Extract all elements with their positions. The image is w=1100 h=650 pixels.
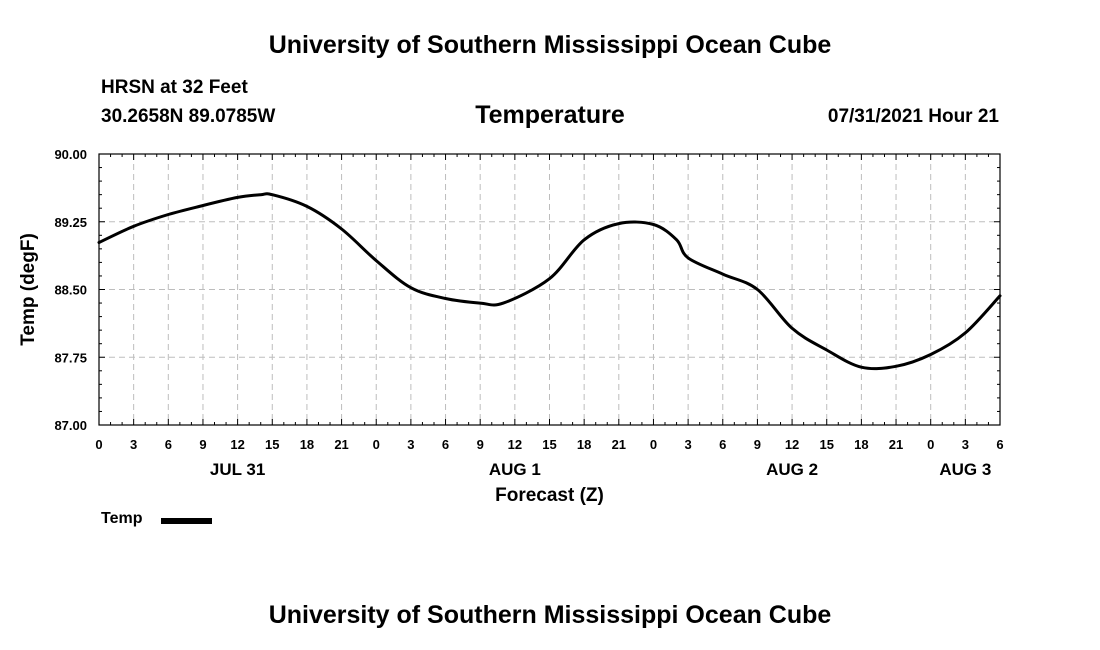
chart-title: Temperature: [475, 101, 625, 129]
series-line-temp: [97, 192, 1002, 371]
x-axis-title: Forecast (Z): [495, 485, 604, 506]
y-axis-title: Temp (degF): [18, 233, 39, 346]
x-tick-label: 15: [542, 437, 556, 452]
y-tick-label: 88.50: [54, 283, 87, 298]
x-tick-label: 0: [650, 437, 657, 452]
date-label: AUG 3: [939, 460, 991, 479]
date-label: AUG 1: [489, 460, 541, 479]
x-tick-label: 12: [508, 437, 522, 452]
y-tick-label: 90.00: [54, 147, 87, 162]
x-tick-label: 9: [199, 437, 206, 452]
header-title: University of Southern Mississippi Ocean…: [268, 31, 832, 59]
date-label: JUL 31: [210, 460, 265, 479]
x-tick-label: 3: [130, 437, 137, 452]
legend-label: Temp: [101, 510, 143, 527]
x-tick-label: 3: [407, 437, 414, 452]
x-tick-label: 18: [854, 437, 868, 452]
x-tick-label: 3: [684, 437, 691, 452]
datetime-label: 07/31/2021 Hour 21: [827, 106, 999, 127]
footer-title: University of Southern Mississippi Ocean…: [268, 601, 832, 629]
x-tick-label: 21: [612, 437, 626, 452]
series-lines: [97, 192, 1002, 371]
y-tick-label: 87.75: [54, 350, 87, 365]
x-tick-label: 15: [819, 437, 833, 452]
axis-labels: 0 3 6 9 12 15 18 21 0 3 6 9 12 15 18 21 0 3 6 9 12 15 18 21 0 3 6 8…: [18, 147, 1004, 506]
x-tick-label: 6: [719, 437, 726, 452]
coords-label: 30.2658N 89.0785W: [101, 106, 276, 127]
x-tick-label: 6: [165, 437, 172, 452]
x-tick-label: 21: [889, 437, 903, 452]
x-tick-label: 12: [230, 437, 244, 452]
x-tick-label: 21: [334, 437, 348, 452]
x-tick-label: 3: [962, 437, 969, 452]
y-tick-label: 89.25: [54, 215, 87, 230]
x-tick-label: 0: [95, 437, 102, 452]
y-tick-label: 87.00: [54, 418, 87, 433]
x-tick-label: 15: [265, 437, 279, 452]
legend-swatch: [161, 518, 212, 524]
x-tick-label: 18: [300, 437, 314, 452]
date-label: AUG 2: [766, 460, 818, 479]
x-tick-label: 12: [785, 437, 799, 452]
x-tick-label: 0: [373, 437, 380, 452]
x-tick-label: 6: [442, 437, 449, 452]
axis-ticks: [98, 153, 1001, 426]
x-tick-label: 18: [577, 437, 591, 452]
x-tick-label: 6: [996, 437, 1003, 452]
x-tick-label: 9: [754, 437, 761, 452]
x-tick-label: 9: [477, 437, 484, 452]
station-label: HRSN at 32 Feet: [101, 77, 248, 98]
grid-lines: [99, 154, 1000, 425]
x-tick-label: 0: [927, 437, 934, 452]
